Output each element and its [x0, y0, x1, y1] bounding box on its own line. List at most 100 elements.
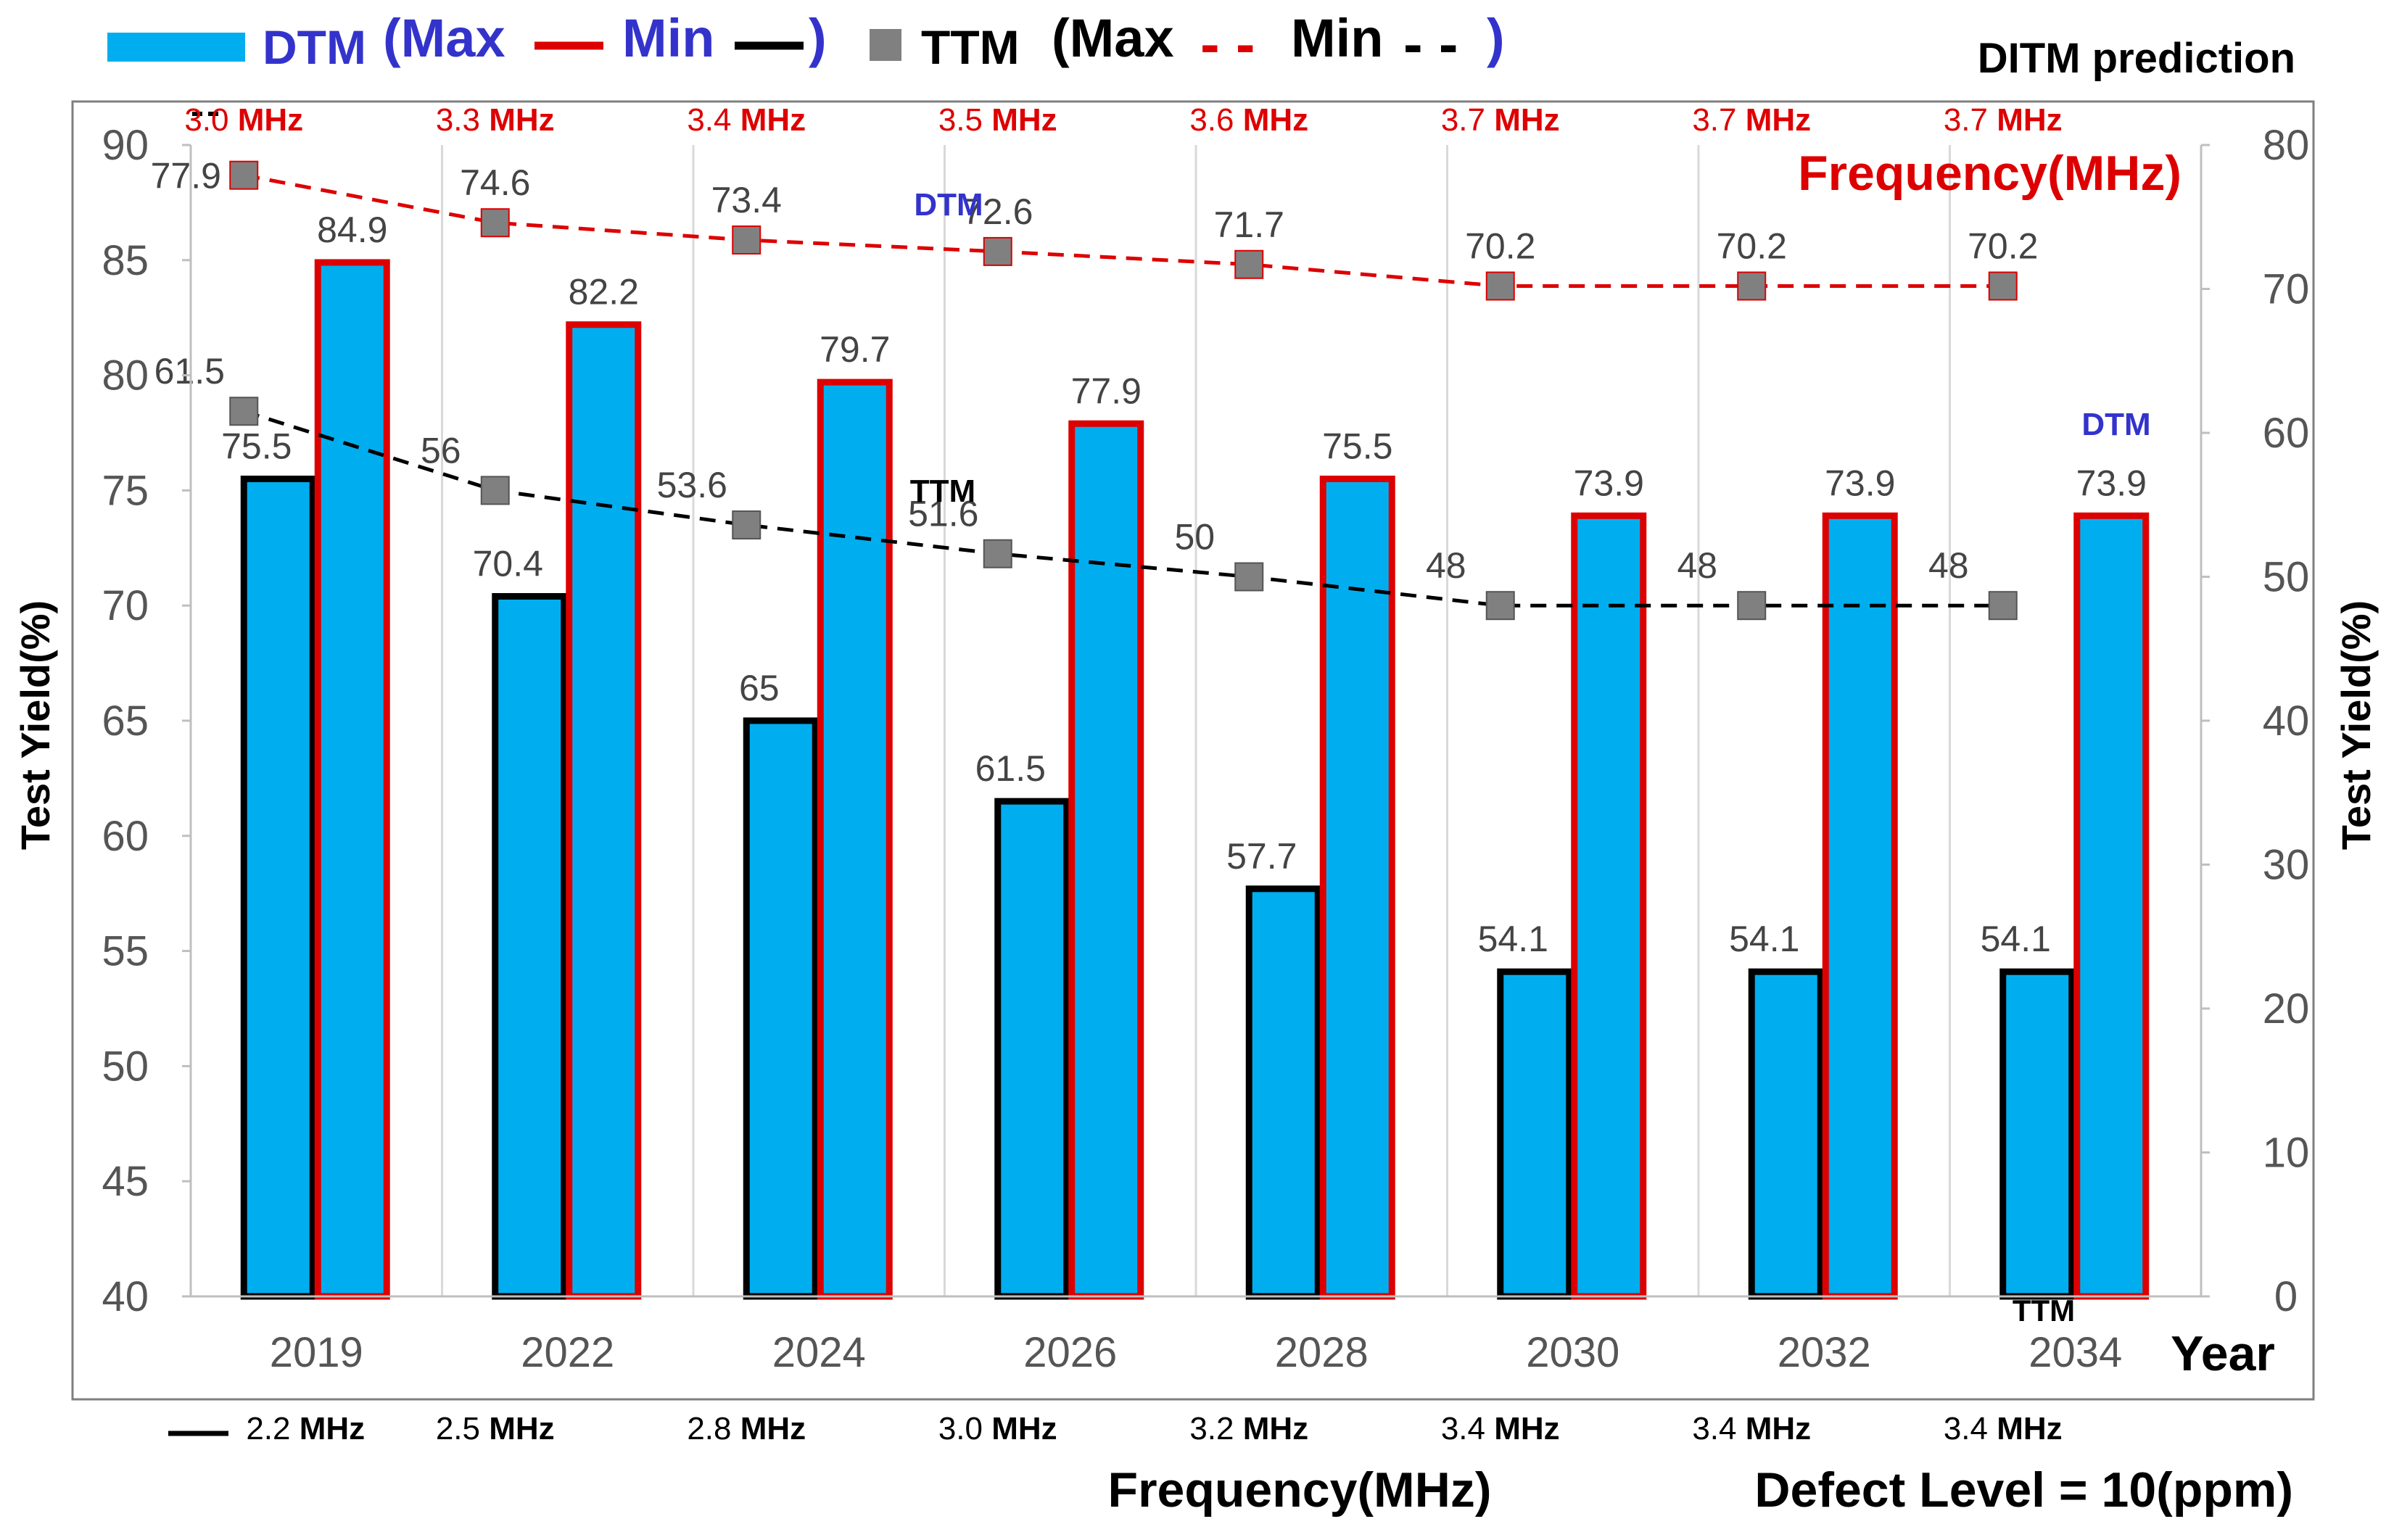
- data-label-dtm-max: 84.9: [317, 210, 387, 250]
- data-label-ttm-max: 72.6: [962, 191, 1033, 232]
- left-axis-tick-label: 70: [102, 582, 149, 629]
- bars: [240, 259, 2150, 1300]
- max-frequency-label: 3.6 MHz: [1189, 102, 1308, 138]
- ttm-tag-bottom: TTM: [2013, 1293, 2075, 1328]
- ttm-min-marker: [480, 476, 510, 505]
- right-axis-tick-label: 80: [2263, 122, 2310, 169]
- legend: DTM (Max Min ) TTM (Max - - Min - - ): [107, 8, 1505, 76]
- data-label-ttm-max: 70.2: [1465, 226, 1535, 267]
- legend-dtm-label: DTM: [263, 20, 366, 74]
- legend-ttm-min-label: Min: [1291, 8, 1383, 68]
- left-axis-tick-label: 55: [102, 928, 149, 975]
- data-label-dtm-min: 54.1: [1478, 919, 1548, 959]
- ttm-max-marker: [1485, 271, 1515, 301]
- data-label-dtm-min: 61.5: [975, 748, 1046, 789]
- defect-level-label: Defect Level = 10(ppm): [1754, 1462, 2293, 1518]
- series-lines: [229, 160, 2018, 621]
- data-label-dtm-min: 54.1: [1981, 919, 2051, 959]
- x-axis-category-label: 2026: [1023, 1329, 1117, 1376]
- ttm-min-marker: [732, 510, 761, 540]
- ttm-max-marker: [983, 236, 1012, 266]
- max-frequency-label: 3.5 MHz: [938, 102, 1057, 138]
- bar-dtm-max: [1319, 476, 1395, 1300]
- min-frequency-label: 3.0 MHz: [938, 1411, 1057, 1446]
- right-axis-tick-label: 0: [2274, 1273, 2298, 1320]
- data-label-ttm-min: 53.6: [657, 465, 727, 505]
- bottom-frequency-label: Frequency(MHz): [1108, 1462, 1492, 1518]
- ttm-min-marker: [1234, 562, 1264, 592]
- legend-ttm-min-dash: - -: [1403, 12, 1458, 76]
- legend-dtm-min-label: Min: [622, 8, 714, 68]
- legend-ttm-marker: [870, 29, 901, 61]
- legend-ttm-max-label: (Max: [1052, 8, 1174, 68]
- data-label-ttm-max: 70.2: [1968, 226, 2038, 267]
- right-axis-tick-label: 40: [2263, 697, 2310, 745]
- chart-title: DITM prediction: [1978, 35, 2295, 82]
- dtm-tag-top: DTM: [914, 187, 983, 223]
- right-axis-tick-label: 20: [2263, 985, 2310, 1032]
- bar-dtm-max: [817, 378, 893, 1300]
- data-label-dtm-max: 82.2: [569, 272, 639, 312]
- data-label-dtm-min: 57.7: [1226, 836, 1297, 877]
- ttm-min-marker: [229, 397, 259, 426]
- ttm-max-line: [243, 173, 2003, 289]
- bar-dtm-min: [1999, 968, 2076, 1300]
- max-frequency-label: 3.4 MHz: [687, 102, 806, 138]
- min-frequency-label: 2.2 MHz: [246, 1411, 365, 1446]
- legend-dtm-swatch: [107, 33, 245, 62]
- bar-dtm-min: [1497, 968, 1573, 1300]
- data-label-dtm-max: 77.9: [1071, 370, 1142, 411]
- x-axis-category-label: 2022: [521, 1329, 614, 1376]
- data-label-dtm-max: 75.5: [1322, 426, 1392, 467]
- left-axis-tick-label: 65: [102, 697, 149, 745]
- min-frequency-label: 2.8 MHz: [687, 1411, 806, 1446]
- data-label-ttm-max: 77.9: [151, 156, 221, 196]
- gridlines: [441, 145, 1951, 1296]
- min-frequency-label: 2.5 MHz: [436, 1411, 555, 1446]
- legend-ttm-label: TTM: [921, 20, 1020, 74]
- legend-dtm-close: ): [809, 8, 827, 68]
- x-axis-category-label: 2019: [270, 1329, 363, 1376]
- legend-dtm-max-label: (Max: [383, 8, 505, 68]
- left-axis-tick-label: 80: [102, 352, 149, 400]
- data-label-ttm-min: 48: [1426, 545, 1466, 586]
- ttm-max-marker: [1234, 249, 1264, 279]
- ttm-min-marker: [1988, 591, 2018, 621]
- ttm-min-line: [243, 409, 2003, 608]
- x-axis-category-label: 2024: [772, 1329, 866, 1376]
- left-axis-tick-label: 90: [102, 122, 149, 169]
- bar-dtm-min: [1245, 885, 1321, 1300]
- bar-dtm-max: [314, 259, 390, 1300]
- bar-dtm-min: [492, 592, 568, 1300]
- data-label-ttm-max: 73.4: [711, 180, 782, 220]
- bar-dtm-max: [566, 321, 642, 1300]
- ttm-max-marker: [1988, 271, 2018, 301]
- data-label-ttm-max: 71.7: [1214, 204, 1284, 245]
- bar-dtm-max: [1822, 512, 1898, 1300]
- min-frequency-label: 3.4 MHz: [1441, 1411, 1560, 1446]
- left-axis-tick-label: 40: [102, 1273, 149, 1320]
- x-axis-category-label: 2032: [1778, 1329, 1871, 1376]
- right-axis-tick-label: 30: [2263, 842, 2310, 889]
- bar-dtm-max: [1068, 420, 1144, 1300]
- data-labels: 75.5 84.9 70.4 82.2 65 79.7 61.5 77.9 57.7 75.5 54…: [151, 102, 2147, 1446]
- ttm-max-marker: [1737, 271, 1767, 301]
- data-label-ttm-max: 74.6: [460, 162, 530, 203]
- bar-dtm-min: [240, 476, 316, 1300]
- data-label-ttm-min: 48: [1677, 545, 1717, 586]
- x-axis-title: Year: [2171, 1326, 2275, 1381]
- data-label-ttm-min: 48: [1928, 545, 1969, 586]
- right-axis-tick-label: 60: [2263, 410, 2310, 457]
- ttm-tag-middle: TTM: [910, 473, 975, 509]
- data-label-dtm-min: 65: [739, 668, 780, 708]
- data-label-ttm-max: 70.2: [1717, 226, 1787, 267]
- axes: 404550556065707580859001020304050607080T…: [12, 122, 2379, 1381]
- data-label-ttm-min: 61.5: [154, 351, 225, 392]
- ttm-min-marker: [983, 539, 1012, 568]
- x-axis-category-label: 2034: [2028, 1329, 2122, 1376]
- right-axis-tick-label: 70: [2263, 266, 2310, 313]
- data-label-ttm-min: 56: [421, 430, 461, 471]
- max-frequency-label: 3.7 MHz: [1944, 102, 2063, 138]
- left-axis-title: Test Yield(%): [12, 600, 58, 850]
- max-frequency-label: 3.0 MHz: [184, 102, 303, 138]
